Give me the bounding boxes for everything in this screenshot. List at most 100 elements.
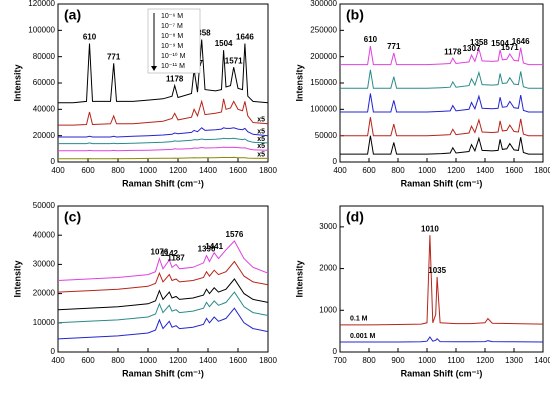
y-axis-title: Intensity <box>294 64 304 101</box>
panel-title: (a) <box>64 7 81 23</box>
plot-frame <box>57 205 269 353</box>
peak-label: 771 <box>107 52 121 61</box>
scale-label: x5 <box>257 151 265 158</box>
spectrum-line <box>58 137 269 145</box>
spectrum-line <box>58 146 269 152</box>
y-tick-label: 60000 <box>33 78 56 87</box>
x-tick-label: 1300 <box>505 356 523 365</box>
x-axis-title: Raman Shift (cm⁻¹) <box>401 178 483 188</box>
y-axis-title: Intensity <box>12 260 22 297</box>
peak-label: 1187 <box>167 254 185 263</box>
y-tick-label: 20000 <box>33 131 56 140</box>
y-tick-label: 1000 <box>319 305 337 314</box>
y-tick-label: 100000 <box>28 25 55 34</box>
x-tick-label: 900 <box>391 356 405 365</box>
legend-arrow-head <box>151 66 157 71</box>
x-tick-label: 1600 <box>229 356 247 365</box>
x-axis-title: Raman Shift (cm⁻¹) <box>122 368 204 378</box>
x-tick-label: 1200 <box>169 356 187 365</box>
spectrum-line <box>340 336 544 343</box>
peak-label: 1358 <box>470 38 488 47</box>
series-label: 0.1 M <box>350 316 368 323</box>
peak-label: 610 <box>83 33 97 42</box>
peak-label: 1178 <box>166 75 184 84</box>
peak-label: 1646 <box>512 37 530 46</box>
x-tick-label: 800 <box>111 166 125 175</box>
x-tick-label: 1000 <box>418 166 436 175</box>
peak-label: 771 <box>387 42 401 51</box>
x-tick-label: 1800 <box>534 166 550 175</box>
scale-label: x5 <box>257 117 265 124</box>
spectrum-line <box>340 117 543 137</box>
y-tick-label: 0 <box>51 347 56 356</box>
legend-entry: 10⁻⁶ M <box>161 13 183 20</box>
y-tick-label: 120000 <box>28 0 55 8</box>
x-tick-label: 1400 <box>199 166 217 175</box>
y-tick-label: 300000 <box>310 0 337 8</box>
spectrum-line <box>57 307 269 340</box>
spectrum-line <box>57 291 269 324</box>
x-tick-label: 400 <box>333 166 347 175</box>
x-tick-label: 600 <box>362 166 376 175</box>
peak-label: 1076 <box>151 248 169 257</box>
x-tick-label: 1200 <box>169 166 187 175</box>
y-axis-title: Intensity <box>12 64 22 101</box>
y-tick-label: 20000 <box>33 289 56 298</box>
spectrum-line <box>58 127 269 138</box>
scale-label: x5 <box>257 136 265 143</box>
spectrum-line <box>340 235 544 326</box>
x-tick-label: 800 <box>111 356 125 365</box>
y-tick-label: 0 <box>51 157 56 166</box>
x-tick-label: 1200 <box>476 356 494 365</box>
legend-entry: 10⁻⁸ M <box>161 33 183 40</box>
x-tick-label: 1800 <box>259 166 277 175</box>
y-tick-label: 3000 <box>319 222 337 231</box>
x-tick-label: 1100 <box>447 356 465 365</box>
x-tick-label: 1400 <box>476 166 494 175</box>
spectrum-line <box>58 98 269 126</box>
peak-label: 1358 <box>193 29 211 38</box>
legend-entry: 10⁻¹⁰ M <box>161 52 186 60</box>
y-tick-label: 30000 <box>33 260 56 269</box>
y-tick-label: 2000 <box>319 264 337 273</box>
legend-box <box>147 8 201 74</box>
x-tick-label: 400 <box>51 356 65 365</box>
x-axis-title: Raman Shift (cm⁻¹) <box>122 178 204 188</box>
peak-label: 1646 <box>236 33 254 42</box>
legend-entry: 10⁻¹¹ M <box>161 63 185 70</box>
x-tick-label: 1200 <box>447 166 465 175</box>
spectrum-line <box>340 93 543 113</box>
panel-title: (c) <box>64 209 81 225</box>
y-tick-label: 50000 <box>315 131 338 140</box>
x-tick-label: 1600 <box>505 166 523 175</box>
y-axis-title: Intensity <box>294 260 304 297</box>
x-tick-label: 800 <box>391 166 405 175</box>
x-tick-label: 1600 <box>229 166 247 175</box>
peak-label: 610 <box>364 35 378 44</box>
x-tick-label: 1400 <box>199 356 217 365</box>
spectrum-line <box>57 240 269 281</box>
spectrum-line <box>340 69 543 89</box>
peak-label: 1576 <box>226 230 244 239</box>
series-label: 0.001 M <box>350 333 375 340</box>
y-tick-label: 80000 <box>33 52 56 61</box>
scale-label: x5 <box>257 129 265 136</box>
x-tick-label: 1800 <box>259 356 277 365</box>
peak-label: 1504 <box>491 39 509 48</box>
peak-label: 1178 <box>444 47 462 56</box>
x-tick-label: 1000 <box>139 356 157 365</box>
spectrum-line <box>57 278 269 311</box>
y-tick-label: 0 <box>333 157 338 166</box>
legend-entry: 10⁻⁹ M <box>161 43 183 50</box>
x-axis-title: Raman Shift (cm⁻¹) <box>401 368 483 378</box>
spectrum-line <box>57 260 269 293</box>
scale-label: x5 <box>257 143 265 150</box>
x-tick-label: 800 <box>362 356 376 365</box>
y-tick-label: 0 <box>333 347 338 356</box>
plot-frame <box>339 205 544 353</box>
peak-label: 1441 <box>205 242 223 251</box>
y-tick-label: 10000 <box>33 318 56 327</box>
legend-entry: 10⁻⁷ M <box>161 23 183 30</box>
peak-label: 1571 <box>225 56 243 65</box>
